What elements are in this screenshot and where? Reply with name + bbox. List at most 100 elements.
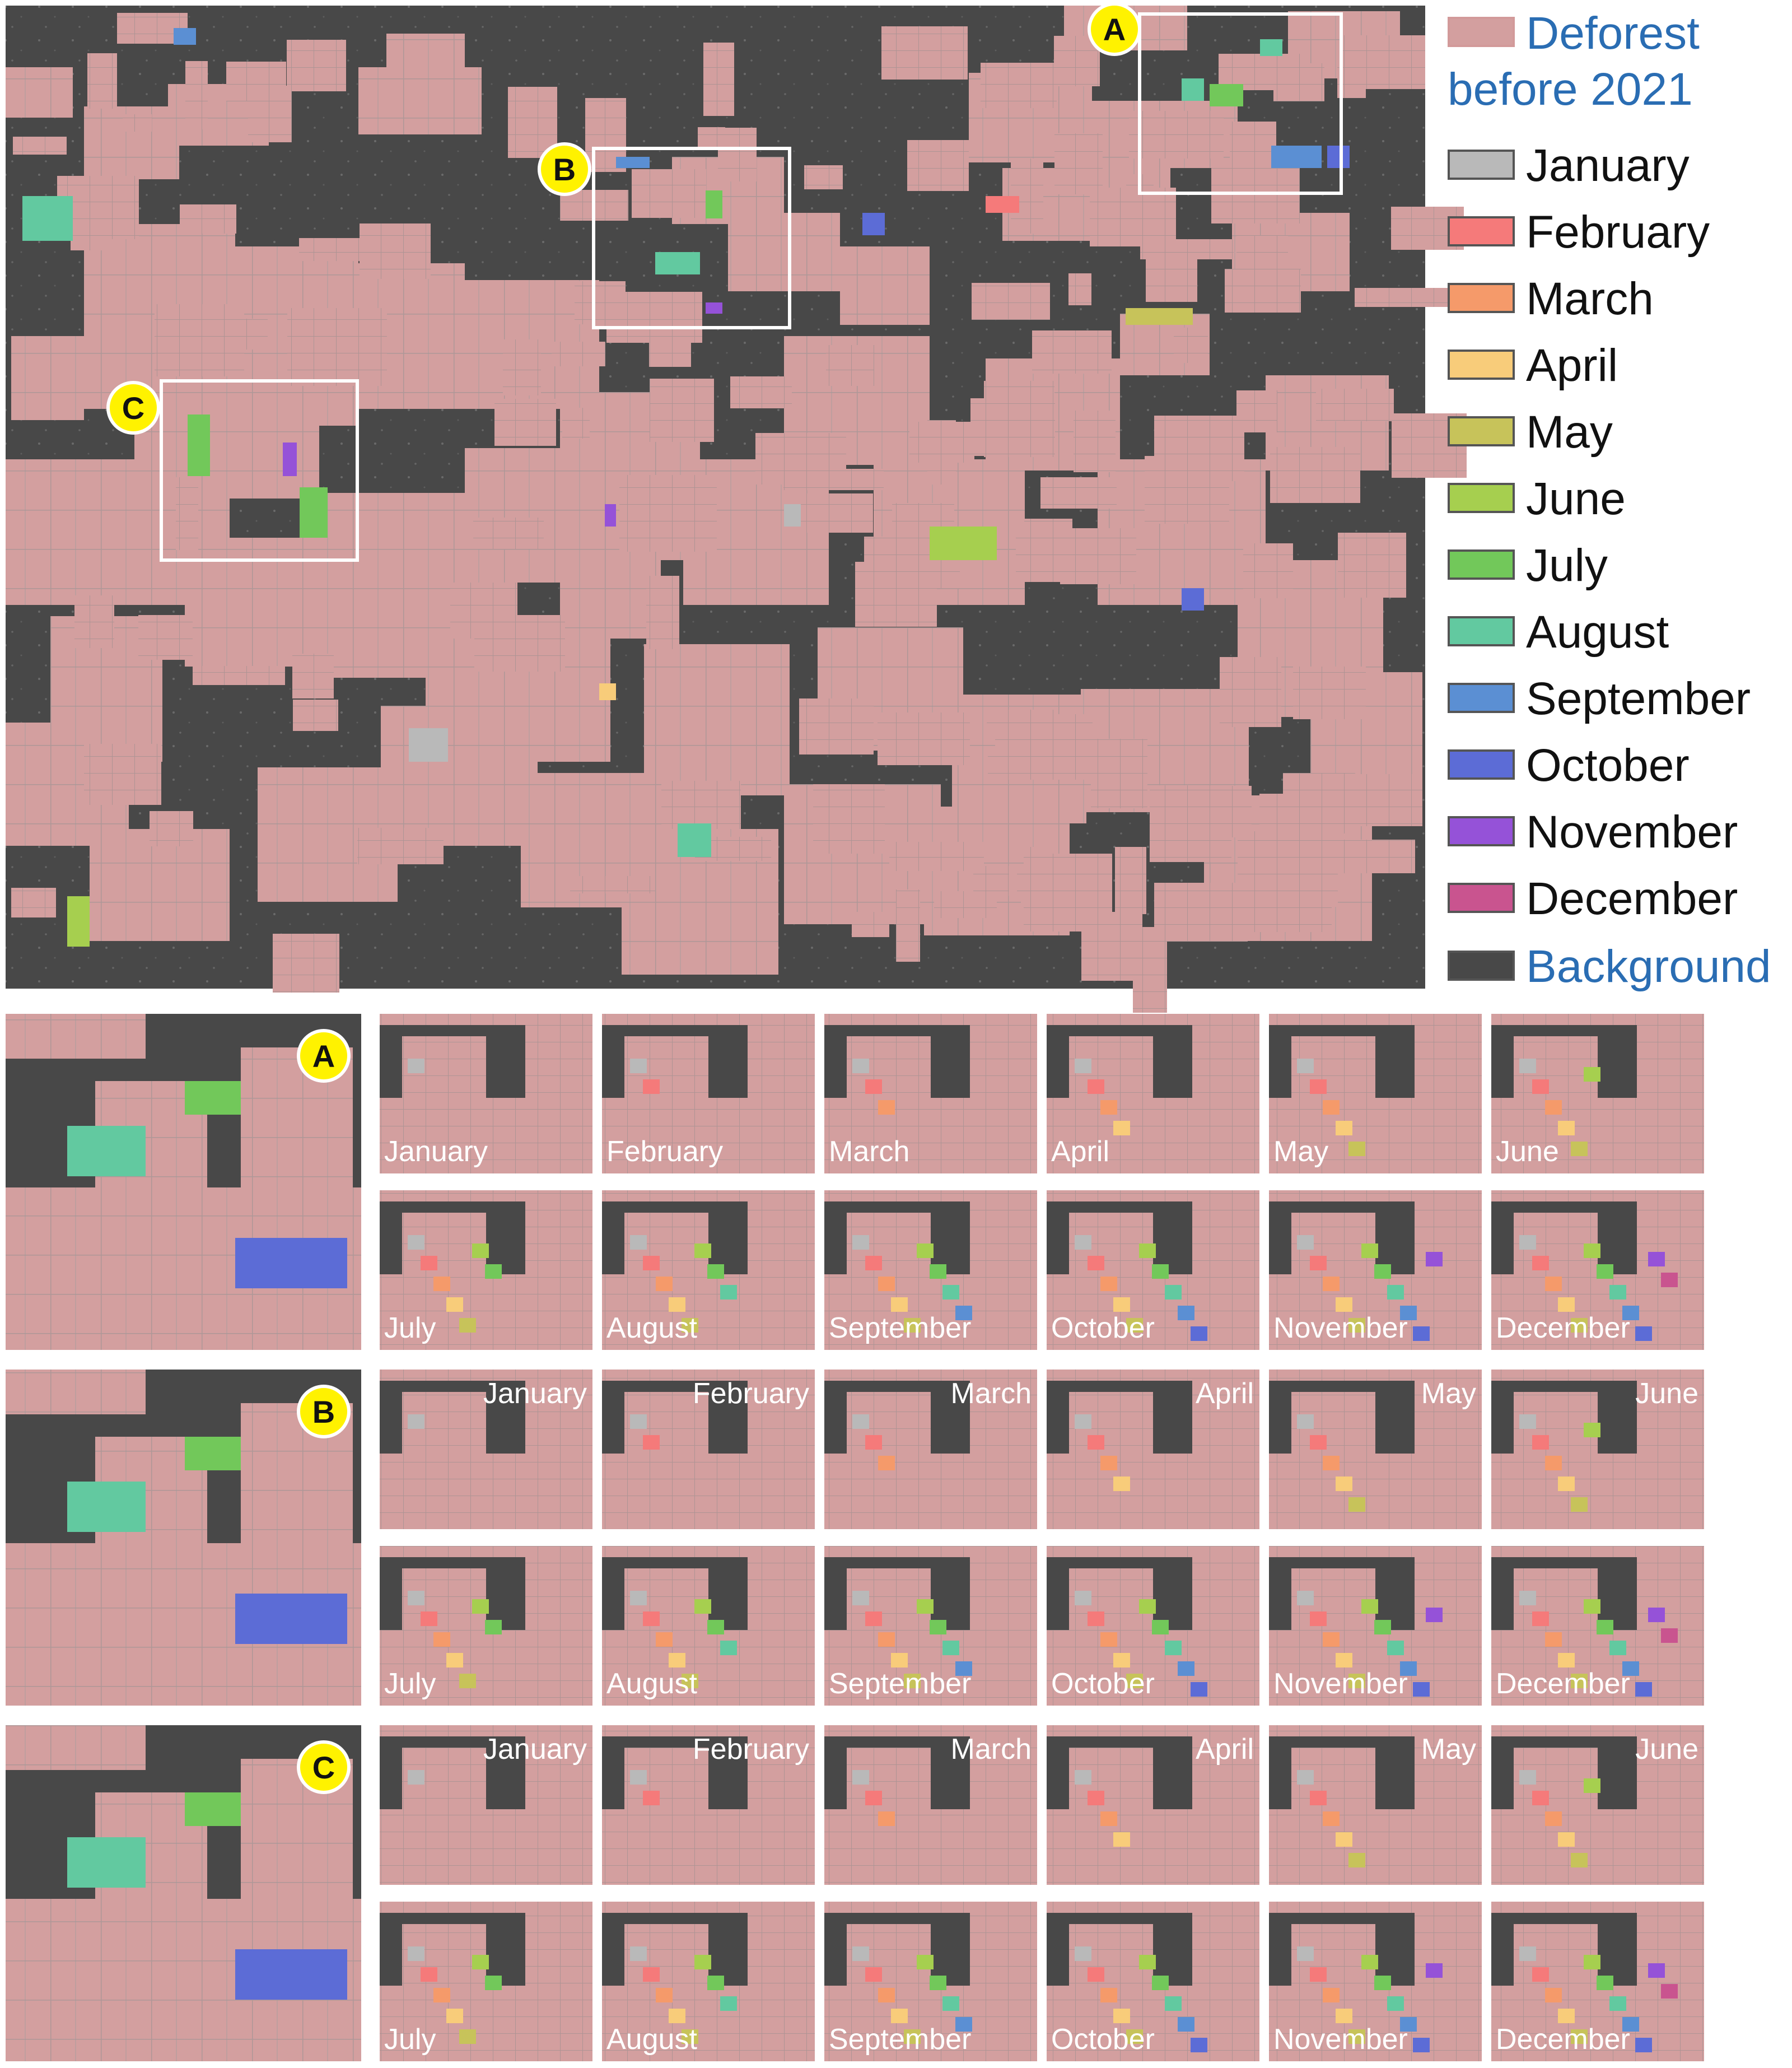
change-cell	[1387, 1641, 1404, 1655]
change-cell	[1609, 1641, 1626, 1655]
parcel-small	[180, 204, 236, 234]
change-cell	[669, 1297, 685, 1312]
change-patch	[300, 487, 328, 538]
parcel-small	[1090, 188, 1176, 246]
change-patch	[1260, 39, 1282, 56]
legend-item-january: January	[1442, 134, 1792, 191]
legend-item-october: October	[1442, 734, 1792, 791]
change-cell	[1413, 1326, 1430, 1341]
change-cell	[694, 1955, 711, 1969]
change-cell	[1191, 2038, 1207, 2052]
change-cell	[1310, 1079, 1327, 1094]
month-tile-c-november: November	[1269, 1902, 1482, 2061]
change-cell	[643, 1079, 660, 1094]
parcel-small	[494, 399, 556, 446]
month-tile-label: October	[1051, 1668, 1155, 1700]
change-cell	[1075, 1235, 1091, 1250]
monthly-change-patches	[22, 28, 1350, 947]
parcel-small	[1021, 875, 1110, 904]
legend-item-background: Background	[1442, 935, 1792, 992]
change-cell	[1139, 1599, 1156, 1614]
change-cell	[1088, 1791, 1104, 1805]
change-cell	[1400, 1306, 1417, 1320]
month-tile-label: December	[1496, 1312, 1630, 1344]
change-cell	[1348, 1318, 1365, 1333]
change-cell	[942, 1641, 959, 1655]
legend-label-april: April	[1526, 340, 1618, 391]
change-cell	[878, 1100, 895, 1115]
parcel-small	[1060, 528, 1136, 584]
change-cell	[1336, 1121, 1352, 1135]
change-cell	[1387, 1996, 1404, 2011]
change-cell	[1374, 1976, 1391, 1990]
month-tile-label: December	[1496, 2023, 1630, 2056]
change-cell	[1532, 1967, 1549, 1982]
month-tile-label: April	[1051, 1135, 1109, 1168]
change-cell	[1545, 1100, 1562, 1115]
parcel-block	[560, 560, 661, 639]
month-tile-label: July	[384, 2023, 436, 2056]
change-cell	[1400, 2017, 1417, 2032]
circle-marker-icon: C	[106, 381, 160, 435]
july-swatch	[1448, 549, 1515, 580]
parcel-small	[619, 475, 717, 552]
parcel-block	[185, 538, 325, 667]
detail-composite-a: A	[6, 1014, 361, 1350]
change-patch	[1271, 146, 1322, 168]
month-tile-c-march: March	[824, 1725, 1037, 1885]
change-cell	[1571, 1497, 1588, 1512]
change-cell	[1584, 1067, 1600, 1082]
change-cell	[1336, 1653, 1352, 1668]
change-cell	[1310, 1256, 1327, 1270]
parcel-small	[473, 518, 544, 549]
change-cell	[1571, 2029, 1588, 2044]
parcel-small	[176, 477, 198, 550]
month-tile-c-august: August	[602, 1902, 815, 2061]
change-patch	[22, 196, 73, 241]
parcel-small	[1270, 447, 1360, 503]
change-cell	[1088, 1967, 1104, 1982]
change-cell	[630, 1059, 647, 1073]
change-cell	[1075, 1770, 1091, 1785]
parcel-small	[87, 53, 117, 109]
change-cell	[682, 2029, 698, 2044]
parcel-small	[1032, 330, 1112, 374]
parcel-small	[632, 169, 706, 218]
change-cell	[1532, 1611, 1549, 1626]
change-cell	[1126, 1318, 1143, 1333]
change-patch	[605, 504, 616, 527]
month-tile-label: September	[829, 1668, 971, 1700]
parcel-small	[552, 342, 605, 366]
change-cell	[930, 1620, 946, 1634]
change-cell	[1374, 1264, 1391, 1279]
change-cell	[408, 1235, 424, 1250]
parcel-small	[71, 232, 108, 250]
parcel-small	[360, 223, 431, 279]
parcel-small	[293, 700, 338, 731]
change-cell	[1571, 1674, 1588, 1688]
parcel-small	[649, 296, 691, 367]
change-cell	[1152, 1264, 1169, 1279]
month-tile-label: May	[1273, 1135, 1328, 1168]
change-cell	[955, 2017, 972, 2032]
legend-item-june: June	[1442, 468, 1792, 524]
change-cell	[1323, 1988, 1340, 2002]
change-cell	[1400, 1661, 1417, 1676]
change-cell	[421, 1967, 437, 1982]
change-cell	[1297, 1414, 1314, 1429]
month-tile-b-october: October	[1047, 1546, 1259, 1706]
month-tile-b-march: March	[824, 1370, 1037, 1529]
legend-label-june: June	[1526, 473, 1626, 524]
change-cell	[1558, 1477, 1575, 1491]
month-tile-label: December	[1496, 1668, 1630, 1700]
parcel-small	[988, 746, 1034, 779]
parcel-small	[661, 781, 741, 829]
parcel-small	[287, 40, 346, 91]
legend-item-december: December	[1442, 868, 1792, 924]
inset-boxes: A B C	[106, 2, 1343, 562]
parcel-small	[474, 615, 565, 672]
change-cell	[878, 1456, 895, 1470]
change-cell	[1635, 2038, 1652, 2052]
october-swatch	[1448, 749, 1515, 780]
change-cell	[408, 1591, 424, 1605]
